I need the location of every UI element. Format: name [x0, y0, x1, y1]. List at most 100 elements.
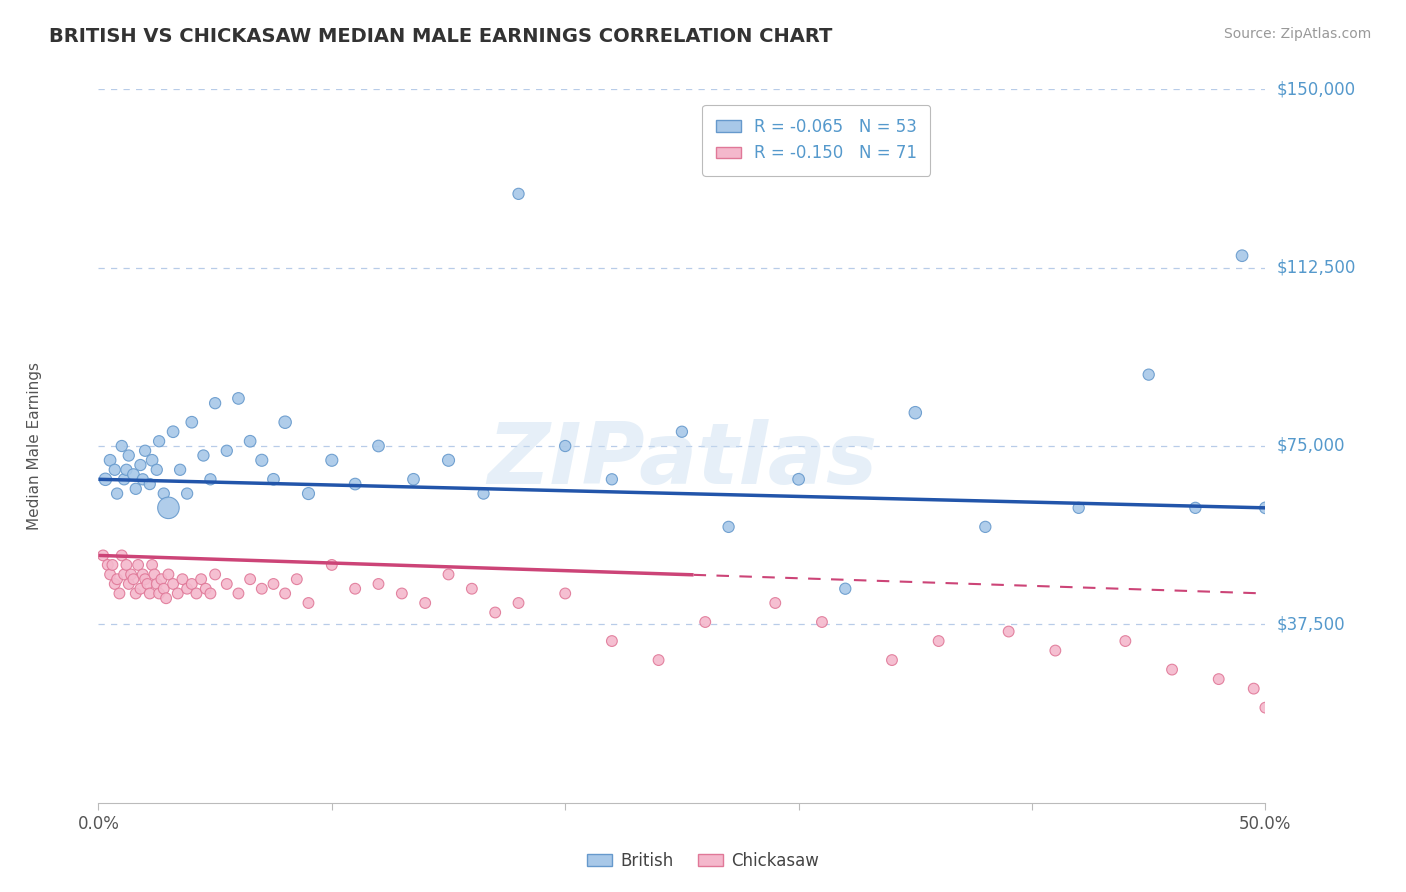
Text: $112,500: $112,500: [1277, 259, 1355, 277]
Point: [139, 477, 162, 491]
Point: [367, 577, 389, 591]
Point: [194, 582, 217, 596]
Point: [367, 439, 389, 453]
Point: [98, 567, 121, 582]
Point: [176, 486, 198, 500]
Point: [437, 453, 460, 467]
Point: [122, 572, 145, 586]
Point: [146, 463, 169, 477]
Point: [1254, 500, 1277, 515]
Point: [391, 586, 413, 600]
Legend: British, Chickasaw: British, Chickasaw: [579, 846, 827, 877]
Point: [321, 453, 343, 467]
Point: [600, 472, 623, 486]
Point: [200, 586, 222, 600]
Point: [1137, 368, 1160, 382]
Text: $150,000: $150,000: [1277, 80, 1355, 98]
Point: [186, 586, 208, 600]
Point: [928, 634, 950, 648]
Point: [250, 453, 273, 467]
Point: [1230, 249, 1253, 263]
Point: [880, 653, 903, 667]
Point: [148, 586, 170, 600]
Point: [105, 486, 128, 500]
Point: [112, 567, 135, 582]
Point: [134, 443, 156, 458]
Point: [129, 458, 152, 472]
Point: [200, 472, 222, 486]
Point: [193, 449, 215, 463]
Point: [554, 439, 576, 453]
Point: [125, 586, 148, 600]
Point: [344, 477, 367, 491]
Point: [180, 577, 202, 591]
Point: [125, 482, 148, 496]
Point: [285, 572, 308, 586]
Point: [148, 434, 170, 449]
Point: [695, 615, 717, 629]
Point: [146, 577, 169, 591]
Point: [204, 567, 226, 582]
Point: [250, 582, 273, 596]
Point: [134, 572, 156, 586]
Text: $75,000: $75,000: [1277, 437, 1346, 455]
Point: [508, 186, 530, 201]
Point: [413, 596, 436, 610]
Point: [787, 472, 810, 486]
Point: [172, 572, 194, 586]
Point: [111, 439, 134, 453]
Point: [717, 520, 740, 534]
Point: [91, 549, 114, 563]
Point: [104, 577, 127, 591]
Point: [647, 653, 669, 667]
Point: [811, 615, 834, 629]
Point: [484, 606, 506, 620]
Point: [115, 558, 138, 572]
Point: [139, 586, 162, 600]
Point: [262, 472, 284, 486]
Point: [600, 634, 623, 648]
Point: [461, 582, 484, 596]
Point: [1161, 663, 1184, 677]
Text: $37,500: $37,500: [1277, 615, 1346, 633]
Point: [204, 396, 226, 410]
Point: [215, 577, 238, 591]
Point: [111, 549, 134, 563]
Point: [152, 582, 174, 596]
Point: [344, 582, 367, 596]
Point: [166, 586, 188, 600]
Point: [132, 472, 155, 486]
Point: [112, 472, 135, 486]
Point: [1265, 720, 1288, 734]
Point: [118, 449, 141, 463]
Point: [215, 443, 238, 458]
Point: [974, 520, 997, 534]
Point: [1184, 500, 1206, 515]
Point: [129, 582, 152, 596]
Point: [671, 425, 693, 439]
Point: [143, 567, 166, 582]
Point: [1067, 500, 1090, 515]
Text: Source: ZipAtlas.com: Source: ZipAtlas.com: [1223, 27, 1371, 41]
Text: BRITISH VS CHICKASAW MEDIAN MALE EARNINGS CORRELATION CHART: BRITISH VS CHICKASAW MEDIAN MALE EARNING…: [49, 27, 832, 45]
Point: [118, 577, 141, 591]
Point: [105, 572, 128, 586]
Point: [141, 558, 163, 572]
Point: [1114, 634, 1136, 648]
Point: [228, 586, 250, 600]
Point: [402, 472, 425, 486]
Point: [115, 463, 138, 477]
Point: [239, 572, 262, 586]
Point: [132, 567, 155, 582]
Point: [472, 486, 495, 500]
Point: [176, 582, 198, 596]
Point: [152, 486, 174, 500]
Point: [122, 467, 145, 482]
Point: [101, 558, 124, 572]
Point: [127, 558, 149, 572]
Point: [157, 500, 180, 515]
Point: [228, 392, 250, 406]
Point: [1254, 700, 1277, 714]
Point: [763, 596, 786, 610]
Point: [104, 463, 127, 477]
